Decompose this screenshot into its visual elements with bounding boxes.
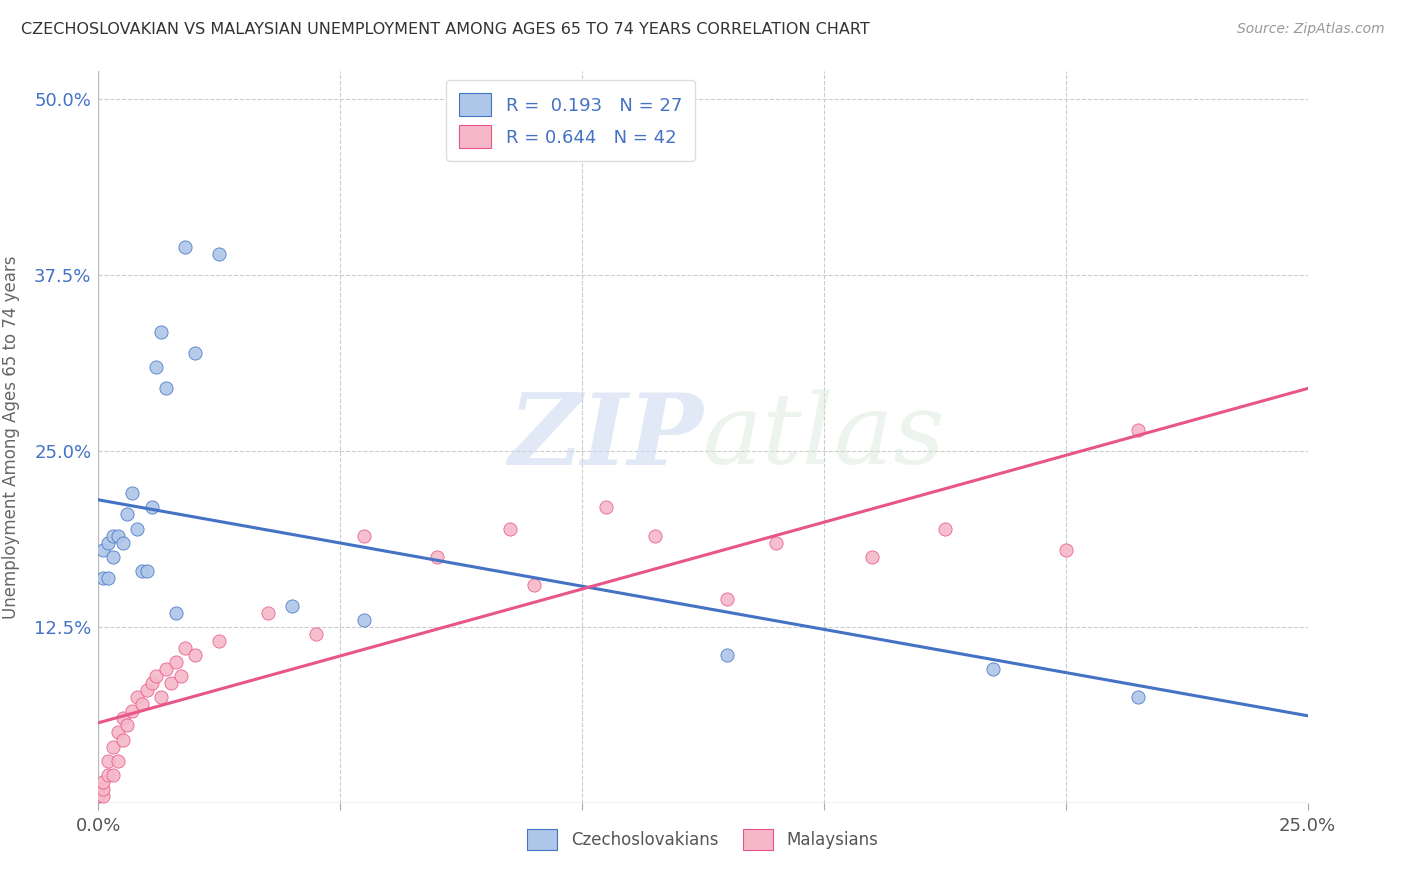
Point	[117, 718, 139, 732]
Text: ZIP: ZIP	[508, 389, 703, 485]
Point	[111, 711, 134, 725]
Point	[91, 774, 114, 789]
Point	[150, 690, 173, 705]
Point	[860, 549, 883, 564]
Point	[1128, 690, 1150, 705]
Point	[127, 521, 149, 535]
Point	[169, 669, 191, 683]
Point	[121, 705, 143, 719]
Point	[97, 754, 120, 768]
Point	[87, 789, 110, 803]
Point	[1054, 542, 1077, 557]
Point	[716, 591, 738, 606]
Point	[141, 500, 163, 515]
Point	[523, 578, 546, 592]
Point	[111, 732, 134, 747]
Point	[97, 535, 120, 549]
Text: CZECHOSLOVAKIAN VS MALAYSIAN UNEMPLOYMENT AMONG AGES 65 TO 74 YEARS CORRELATION : CZECHOSLOVAKIAN VS MALAYSIAN UNEMPLOYMEN…	[21, 22, 870, 37]
Point	[107, 754, 129, 768]
Point	[256, 606, 278, 620]
Point	[426, 549, 449, 564]
Point	[121, 486, 143, 500]
Point	[111, 535, 134, 549]
Point	[145, 669, 167, 683]
Point	[91, 542, 114, 557]
Point	[101, 739, 124, 754]
Point	[155, 381, 177, 395]
Text: atlas: atlas	[703, 390, 946, 484]
Point	[91, 789, 114, 803]
Point	[150, 325, 173, 339]
Legend: Czechoslovakians, Malaysians: Czechoslovakians, Malaysians	[520, 822, 886, 856]
Point	[87, 789, 110, 803]
Point	[131, 564, 153, 578]
Point	[101, 767, 124, 781]
Point	[117, 508, 139, 522]
Point	[644, 528, 666, 542]
Point	[91, 781, 114, 796]
Y-axis label: Unemployment Among Ages 65 to 74 years: Unemployment Among Ages 65 to 74 years	[3, 255, 20, 619]
Point	[97, 767, 120, 781]
Point	[135, 564, 157, 578]
Point	[174, 641, 197, 656]
Point	[97, 571, 120, 585]
Point	[281, 599, 304, 613]
Point	[595, 500, 617, 515]
Point	[1128, 423, 1150, 437]
Point	[165, 606, 187, 620]
Point	[141, 676, 163, 690]
Point	[498, 521, 520, 535]
Point	[101, 528, 124, 542]
Point	[135, 683, 157, 698]
Point	[208, 247, 231, 261]
Point	[155, 662, 177, 676]
Point	[208, 634, 231, 648]
Point	[174, 240, 197, 254]
Point	[305, 627, 328, 641]
Point	[165, 655, 187, 669]
Point	[101, 549, 124, 564]
Point	[91, 571, 114, 585]
Point	[765, 535, 787, 549]
Point	[981, 662, 1004, 676]
Point	[716, 648, 738, 662]
Point	[107, 528, 129, 542]
Point	[127, 690, 149, 705]
Point	[87, 781, 110, 796]
Point	[353, 613, 375, 627]
Point	[160, 676, 183, 690]
Point	[131, 698, 153, 712]
Text: Source: ZipAtlas.com: Source: ZipAtlas.com	[1237, 22, 1385, 37]
Point	[184, 648, 207, 662]
Point	[184, 345, 207, 359]
Point	[353, 528, 375, 542]
Point	[107, 725, 129, 739]
Point	[934, 521, 956, 535]
Point	[145, 359, 167, 374]
